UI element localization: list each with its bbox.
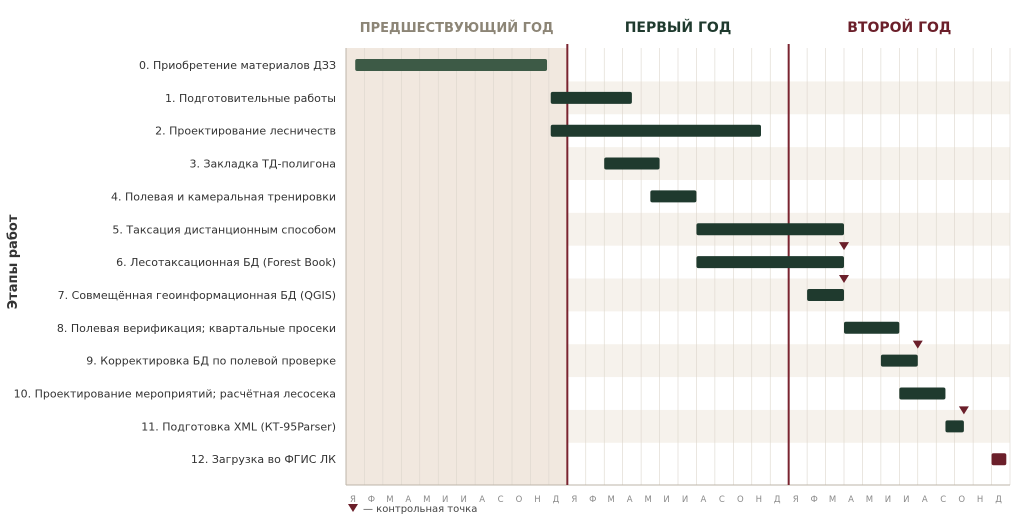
month-tick-label: А <box>627 495 633 505</box>
month-tick-label: М <box>423 495 430 505</box>
milestone-marker <box>839 274 849 283</box>
month-tick-label: М <box>386 495 393 505</box>
task-label: 6. Лесотаксационная БД (Forest Book) <box>116 256 336 269</box>
month-tick-label: И <box>442 495 448 505</box>
period-header: ПЕРВЫЙ ГОД <box>625 19 732 36</box>
month-tick-label: М <box>644 495 651 505</box>
month-tick-label: Ф <box>368 495 375 505</box>
month-tick-label: Д <box>553 495 560 505</box>
legend-label: — контрольная точка <box>363 504 477 515</box>
task-label: 4. Полевая и камеральная тренировки <box>111 190 336 203</box>
month-tick-label: Н <box>534 495 540 505</box>
month-tick-label: Д <box>995 495 1002 505</box>
task-label: 10. Проектирование мероприятий; расчётна… <box>14 388 336 401</box>
month-tick-label: Ф <box>810 495 817 505</box>
task-label: 0. Приобретение материалов ДЗЗ <box>139 59 336 72</box>
month-tick-label: Д <box>774 495 781 505</box>
task-bar <box>807 288 844 301</box>
month-tick-label: Н <box>756 495 762 505</box>
month-tick-label: А <box>479 495 485 505</box>
task-bar <box>604 157 660 170</box>
bars-layer <box>355 59 1007 466</box>
month-tick-label: И <box>460 495 466 505</box>
task-label: 8. Полевая верификация; квартальные прос… <box>57 322 336 335</box>
month-tick-label: Я <box>350 495 356 505</box>
month-tick-label: А <box>848 495 854 505</box>
month-tick-label: О <box>516 495 523 505</box>
milestone-marker <box>839 242 849 251</box>
month-tick-label: Я <box>793 495 799 505</box>
legend: — контрольная точка <box>348 504 477 515</box>
milestone-marker <box>912 340 923 349</box>
task-label: 7. Совмещённая геоинформационная БД (QGI… <box>58 289 336 302</box>
task-bar <box>355 59 548 71</box>
task-bar <box>696 256 844 269</box>
month-tick-label: Я <box>571 495 577 505</box>
task-bar <box>945 420 964 433</box>
month-tick-label: М <box>866 495 873 505</box>
month-tick-label: Ф <box>589 495 596 505</box>
task-bar <box>844 321 900 334</box>
task-bar <box>696 223 844 236</box>
legend-milestone-marker <box>348 504 358 512</box>
month-tick-label: М <box>608 495 615 505</box>
task-label: 9. Корректировка БД по полевой проверке <box>86 355 336 368</box>
task-label: 11. Подготовка XML (КТ-95Parser) <box>141 420 336 433</box>
month-tick-label: А <box>405 495 411 505</box>
task-bar <box>880 354 918 367</box>
period-header: ВТОРОЙ ГОД <box>847 19 951 36</box>
task-label: 12. Загрузка во ФГИС ЛК <box>191 453 336 466</box>
task-label: 2. Проектирование лесничеств <box>155 125 336 138</box>
month-tick-label: И <box>682 495 688 505</box>
task-bar <box>550 124 761 137</box>
month-tick-label: О <box>737 495 744 505</box>
task-bar <box>650 190 697 203</box>
month-tick-label: И <box>903 495 909 505</box>
task-bar <box>899 387 946 400</box>
y-axis-title: Этапы работ <box>6 214 21 309</box>
month-tick-label: И <box>885 495 891 505</box>
grid-layer <box>345 44 1011 486</box>
month-tick-label: А <box>701 495 707 505</box>
task-bar <box>991 453 1007 466</box>
month-tick-label: А <box>922 495 928 505</box>
month-tick-label: М <box>829 495 836 505</box>
task-label: 3. Закладка ТД-полигона <box>189 158 336 171</box>
task-label: 5. Таксация дистанционным способом <box>112 223 336 236</box>
period-header: ПРЕДШЕСТВУЮЩИЙ ГОД <box>360 20 554 36</box>
month-tick-label: С <box>940 495 946 505</box>
milestone-marker <box>958 406 969 415</box>
task-label: 1. Подготовительные работы <box>165 92 336 105</box>
month-tick-label: С <box>719 495 725 505</box>
month-tick-label: О <box>958 495 965 505</box>
month-tick-label: С <box>498 495 504 505</box>
month-tick-label: И <box>663 495 669 505</box>
labels-layer: ПРЕДШЕСТВУЮЩИЙ ГОД ПЕРВЫЙ ГОД ВТОРОЙ ГОД Я Ф… <box>14 19 1003 505</box>
task-bar <box>550 91 632 104</box>
month-tick-label: Н <box>977 495 983 505</box>
